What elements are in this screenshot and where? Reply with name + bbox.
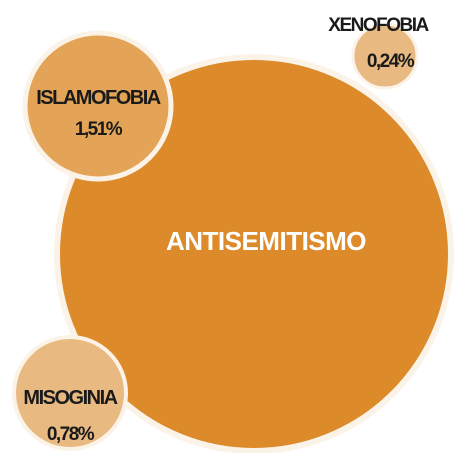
bubble-label-islamofobia: ISLAMOFOBIA [36,87,161,109]
bubble-value-islamofobia: 1,51% [75,119,123,140]
bubble-misoginia [12,335,128,451]
labels-layer: ANTISEMITISMO ISLAMOFOBIA 1,51% MISOGINIA 0,… [23,15,431,445]
bubble-islamofobia [22,30,174,182]
bubble-value-misoginia: 0,78% [47,424,95,445]
bubbles-layer [12,22,454,453]
bubble-xenofobia [351,22,419,90]
bubble-label-xenofobia: XENOFOBIA [328,15,429,36]
bubble-label-antisemitismo: ANTISEMITISMO [166,226,366,256]
bubble-label-misoginia: MISOGINIA [23,387,117,409]
bubble-antisemitismo [54,54,454,453]
bubble-value-xenofobia: 0,24% [367,51,415,72]
